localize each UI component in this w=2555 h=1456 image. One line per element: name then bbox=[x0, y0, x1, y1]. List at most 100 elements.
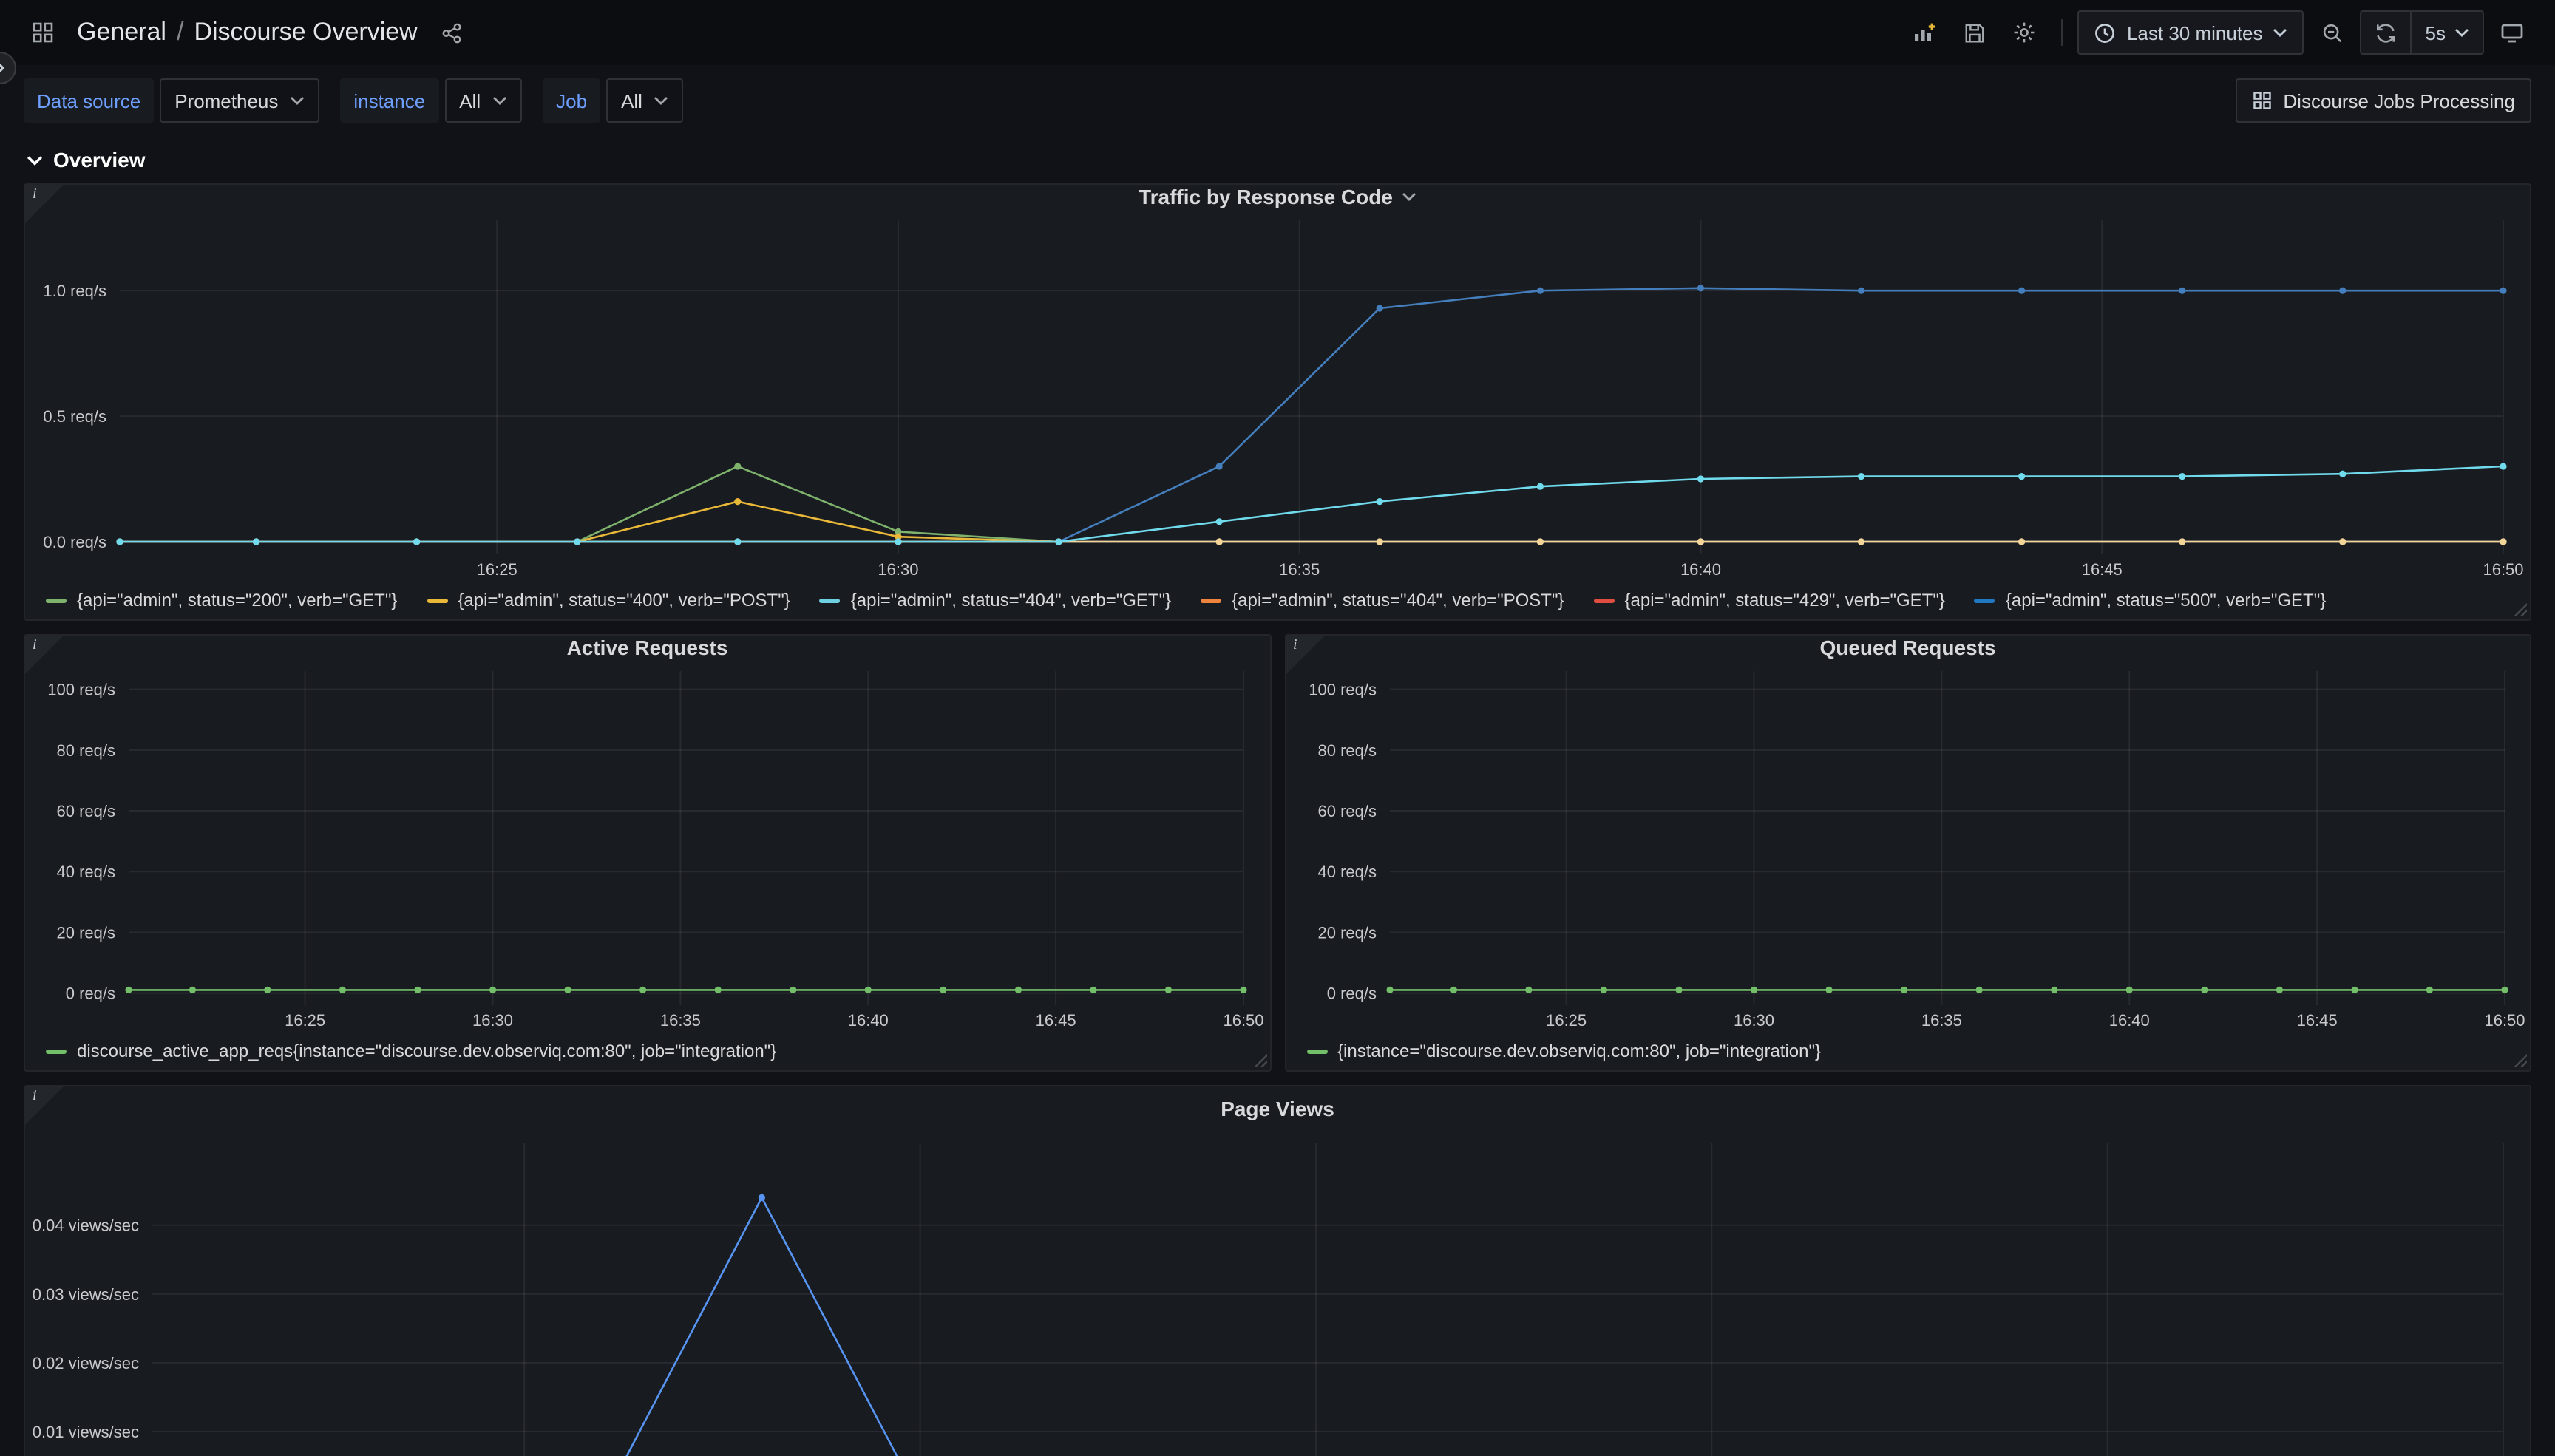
dashboards-grid-icon bbox=[21, 10, 65, 55]
info-icon: i bbox=[33, 637, 37, 653]
panel-info-corner[interactable]: i bbox=[25, 636, 64, 674]
svg-text:16:50: 16:50 bbox=[2483, 560, 2523, 579]
legend-item[interactable]: {api="admin", status="404", verb="POST"} bbox=[1201, 587, 1564, 615]
svg-text:16:50: 16:50 bbox=[1223, 1011, 1263, 1030]
panel-info-corner[interactable]: i bbox=[25, 185, 64, 223]
panel-info-corner[interactable]: i bbox=[25, 1086, 64, 1125]
legend-item[interactable]: {api="web", status="200", verb="GET"} bbox=[807, 618, 1142, 619]
monitor-icon bbox=[2501, 24, 2523, 43]
time-range-picker[interactable]: Last 30 minutes bbox=[2077, 10, 2304, 55]
legend-item[interactable]: {api="web", status="200", verb="DELETE"} bbox=[409, 618, 777, 619]
series-label: {api="admin", status="500", verb="GET"} bbox=[2005, 590, 2327, 610]
jobs-dashboard-link[interactable]: Discourse Jobs Processing bbox=[2236, 78, 2531, 123]
legend-item[interactable]: {api="web", status="302", verb="GET"} bbox=[1913, 618, 2249, 619]
variable-instance: instance All bbox=[340, 78, 523, 123]
save-dashboard-button[interactable] bbox=[1952, 10, 1997, 55]
variable-job-select[interactable]: All bbox=[606, 78, 684, 123]
legend-item[interactable]: {instance="discourse.dev.observiq.com:80… bbox=[1306, 1038, 1821, 1066]
info-icon: i bbox=[33, 1088, 37, 1104]
refresh-controls: 5s bbox=[2360, 10, 2484, 55]
series-color-swatch bbox=[819, 599, 841, 603]
variable-job-value: All bbox=[621, 89, 642, 112]
legend-item[interactable]: {api="admin", status="400", verb="POST"} bbox=[427, 587, 790, 615]
legend-item[interactable]: {api="admin", status="500", verb="GET"} bbox=[1974, 587, 2327, 615]
chevron-down-icon bbox=[493, 97, 507, 105]
variable-datasource-value: Prometheus bbox=[174, 89, 279, 112]
svg-text:60 req/s: 60 req/s bbox=[1317, 802, 1377, 820]
queued-requests-chart[interactable]: 0 req/s 20 req/s 40 req/s 60 req/s 80 req/s 1… bbox=[1286, 659, 2530, 1035]
svg-text:16:30: 16:30 bbox=[472, 1011, 513, 1030]
variable-job: Job All bbox=[543, 78, 684, 123]
panel-row: i Active Requests 0 req/s 20 req/s 40 req/… bbox=[24, 634, 2531, 1072]
series-label: {instance="discourse.dev.observiq.com:80… bbox=[1337, 1041, 1822, 1061]
refresh-interval-label: 5s bbox=[2425, 21, 2446, 44]
svg-text:0.5 req/s: 0.5 req/s bbox=[43, 407, 106, 426]
search-minus-icon bbox=[2323, 23, 2341, 42]
page-views-chart[interactable]: 0.01 views/sec 0.02 views/sec 0.03 views/s… bbox=[25, 1131, 2530, 1456]
refresh-interval-picker[interactable]: 5s bbox=[2410, 12, 2483, 53]
svg-text:16:30: 16:30 bbox=[878, 560, 918, 579]
dashboard-settings-button[interactable] bbox=[2003, 10, 2047, 55]
row-overview-toggle[interactable]: Overview bbox=[0, 136, 2555, 183]
share-dashboard-button[interactable] bbox=[430, 10, 474, 55]
active-requests-legend: discourse_active_app_reqs{instance="disc… bbox=[25, 1035, 1269, 1070]
panel-resize-handle[interactable] bbox=[2512, 602, 2527, 616]
svg-text:0 req/s: 0 req/s bbox=[66, 984, 115, 1003]
breadcrumb-folder[interactable]: General bbox=[77, 18, 166, 46]
legend-item[interactable]: {api="web", status="-1", verb="POST"} bbox=[46, 618, 379, 619]
gear-icon bbox=[2015, 22, 2035, 43]
add-panel-icon bbox=[1914, 22, 1935, 41]
legend-item[interactable]: {api="web", status="200", verb="PUT"} bbox=[1549, 618, 1884, 619]
queued-requests-legend: {instance="discourse.dev.observiq.com:80… bbox=[1286, 1035, 2530, 1070]
svg-text:16:35: 16:35 bbox=[1279, 560, 1320, 579]
svg-text:100 req/s: 100 req/s bbox=[47, 681, 115, 699]
svg-text:40 req/s: 40 req/s bbox=[1317, 863, 1377, 881]
series-label: {api="web", status="200", verb="PUT"} bbox=[1580, 618, 1884, 619]
zoom-out-time-button[interactable] bbox=[2310, 10, 2355, 55]
add-panel-button[interactable] bbox=[1902, 10, 1947, 55]
legend-item[interactable]: {api="admin", status="404", verb="GET"} bbox=[819, 587, 1171, 615]
panel-resize-handle[interactable] bbox=[1252, 1052, 1266, 1067]
panel-queued-requests: i Queued Requests 0 req/s 20 req/s 40 req/… bbox=[1284, 634, 2531, 1072]
svg-text:16:25: 16:25 bbox=[285, 1011, 325, 1030]
panel-title-queued-requests[interactable]: Queued Requests bbox=[1819, 636, 1996, 659]
refresh-button[interactable] bbox=[2362, 12, 2411, 53]
series-label: {api="admin", status="404", verb="POST"} bbox=[1232, 590, 1564, 610]
svg-text:20 req/s: 20 req/s bbox=[1317, 923, 1377, 942]
info-icon: i bbox=[33, 186, 37, 203]
svg-text:16:25: 16:25 bbox=[1545, 1011, 1586, 1030]
jobs-dashboard-link-label: Discourse Jobs Processing bbox=[2283, 89, 2515, 112]
svg-text:16:35: 16:35 bbox=[660, 1011, 701, 1030]
cycle-view-mode-button[interactable] bbox=[2490, 10, 2534, 55]
legend-item[interactable]: {api="admin", status="429", verb="GET"} bbox=[1593, 587, 1945, 615]
series-color-swatch bbox=[1306, 1050, 1327, 1054]
legend-item[interactable]: {api="admin", status="200", verb="GET"} bbox=[46, 587, 397, 615]
series-label: {api="admin", status="429", verb="GET"} bbox=[1624, 590, 1945, 610]
series-color-swatch bbox=[46, 599, 67, 603]
legend-item[interactable]: discourse_active_app_reqs{instance="disc… bbox=[46, 1038, 776, 1066]
panel-title-active-requests[interactable]: Active Requests bbox=[566, 636, 728, 659]
chevron-down-icon bbox=[291, 97, 305, 105]
series-label: {api="admin", status="400", verb="POST"} bbox=[458, 590, 790, 610]
svg-text:0.03 views/sec: 0.03 views/sec bbox=[33, 1285, 139, 1304]
svg-text:16:40: 16:40 bbox=[1680, 560, 1721, 579]
svg-text:16:50: 16:50 bbox=[2483, 1011, 2524, 1030]
variable-instance-select[interactable]: All bbox=[444, 78, 523, 123]
svg-text:16:45: 16:45 bbox=[2296, 1011, 2337, 1030]
panel-title-traffic[interactable]: Traffic by Response Code bbox=[25, 185, 2530, 208]
panel-resize-handle[interactable] bbox=[2512, 1052, 2527, 1067]
series-color-swatch bbox=[1593, 599, 1615, 603]
breadcrumb-dashboard-title[interactable]: Discourse Overview bbox=[194, 18, 418, 46]
chevron-down-icon bbox=[2273, 29, 2287, 37]
panel-info-corner[interactable]: i bbox=[1286, 636, 1324, 674]
chevron-down-icon bbox=[27, 155, 43, 165]
legend-item[interactable]: {api="web", status="200", verb="POST"} bbox=[1172, 618, 1519, 619]
series-label: discourse_active_app_reqs{instance="disc… bbox=[77, 1041, 777, 1061]
traffic-time-series-chart[interactable]: 0.0 req/s 0.5 req/s 1.0 req/s 16:25 16:30 16:… bbox=[25, 208, 2530, 584]
panel-title-page-views[interactable]: Page Views bbox=[1221, 1097, 1334, 1120]
breadcrumb-separator: / bbox=[176, 18, 184, 46]
variable-datasource-select[interactable]: Prometheus bbox=[160, 78, 320, 123]
variable-instance-value: All bbox=[459, 89, 481, 112]
active-requests-chart[interactable]: 0 req/s 20 req/s 40 req/s 60 req/s 80 req/s 1… bbox=[25, 659, 1269, 1035]
